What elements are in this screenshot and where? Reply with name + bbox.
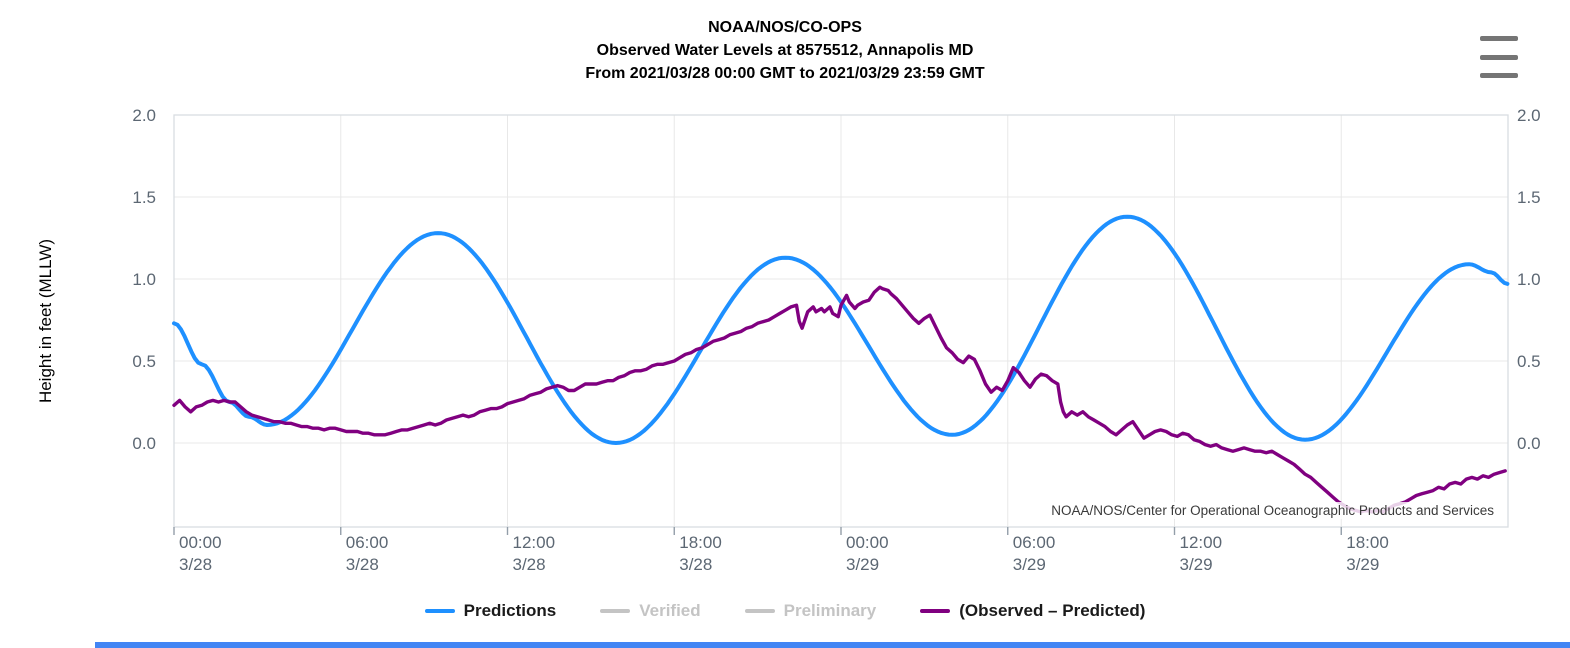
legend-item-verified[interactable]: Verified: [600, 601, 701, 621]
x-tick-label-time: 00:00: [846, 533, 889, 552]
x-tick-label-time: 12:00: [1180, 533, 1223, 552]
y-tick-label-left: 1.5: [132, 188, 156, 207]
legend-item-predictions[interactable]: Predictions: [424, 601, 557, 621]
chart-title: NOAA/NOS/CO-OPS Observed Water Levels at…: [0, 16, 1570, 85]
legend-label: (Observed – Predicted): [959, 601, 1146, 620]
y-tick-label-right: 0.5: [1517, 352, 1541, 371]
x-tick-label-date: 3/28: [179, 555, 212, 574]
x-tick-label-time: 18:00: [1346, 533, 1389, 552]
x-tick-label-date: 3/29: [1346, 555, 1379, 574]
y-tick-label-left: 0.5: [132, 352, 156, 371]
hamburger-menu-icon[interactable]: [1477, 34, 1521, 80]
legend-swatch: [600, 609, 631, 613]
legend-swatch: [920, 609, 951, 613]
legend-item-preliminary[interactable]: Preliminary: [744, 601, 877, 621]
hamburger-bar: [1480, 54, 1518, 60]
hamburger-bar: [1480, 73, 1518, 78]
y-axis-label: Height in feet (MLLW): [36, 238, 55, 404]
x-tick-label-time: 00:00: [179, 533, 222, 552]
watermark-text: NOAA/NOS/Center for Operational Oceanogr…: [1048, 502, 1497, 519]
x-tick-label-time: 06:00: [1013, 533, 1056, 552]
x-tick-label-date: 3/28: [679, 555, 712, 574]
observed-minus-predicted-line: [172, 285, 1507, 514]
y-tick-label-right: 1.5: [1517, 188, 1541, 207]
y-tick-label-right: 1.0: [1517, 270, 1541, 289]
legend-swatch: [744, 609, 775, 613]
legend-item-observed-predicted[interactable]: (Observed – Predicted): [920, 601, 1145, 621]
x-tick-label-date: 3/28: [513, 555, 546, 574]
x-tick-label-time: 18:00: [679, 533, 722, 552]
chart-title-line2: Observed Water Levels at 8575512, Annapo…: [596, 42, 974, 59]
footer-bar: [95, 642, 1570, 648]
y-tick-label-left: 1.0: [132, 270, 156, 289]
x-tick-label-date: 3/29: [1013, 555, 1046, 574]
x-tick-label-time: 12:00: [513, 533, 556, 552]
legend-label: Predictions: [463, 601, 557, 620]
y-tick-label-left: 0.0: [132, 434, 156, 453]
x-tick-label-date: 3/29: [1180, 555, 1213, 574]
legend-label: Verified: [639, 601, 701, 620]
legend-label: Preliminary: [783, 601, 877, 620]
chart-title-line3: From 2021/03/28 00:00 GMT to 2021/03/29 …: [585, 65, 985, 82]
y-tick-label-right: 2.0: [1517, 106, 1541, 125]
water-level-chart: 00:00 3/28 06:00 3/28 12:00 3/28 18:00 3/28 00:0…: [132, 106, 1541, 574]
x-tick-label-date: 3/29: [846, 555, 879, 574]
x-tick-label-time: 06:00: [346, 533, 389, 552]
legend: Predictions Verified Preliminary (Observed …: [0, 601, 1570, 621]
y-tick-label-left: 2.0: [132, 106, 156, 125]
chart-title-line1: NOAA/NOS/CO-OPS: [708, 19, 862, 36]
y-tick-label-right: 0.0: [1517, 434, 1541, 453]
legend-swatch: [424, 609, 455, 613]
hamburger-bar: [1480, 36, 1518, 41]
x-tick-label-date: 3/28: [346, 555, 379, 574]
